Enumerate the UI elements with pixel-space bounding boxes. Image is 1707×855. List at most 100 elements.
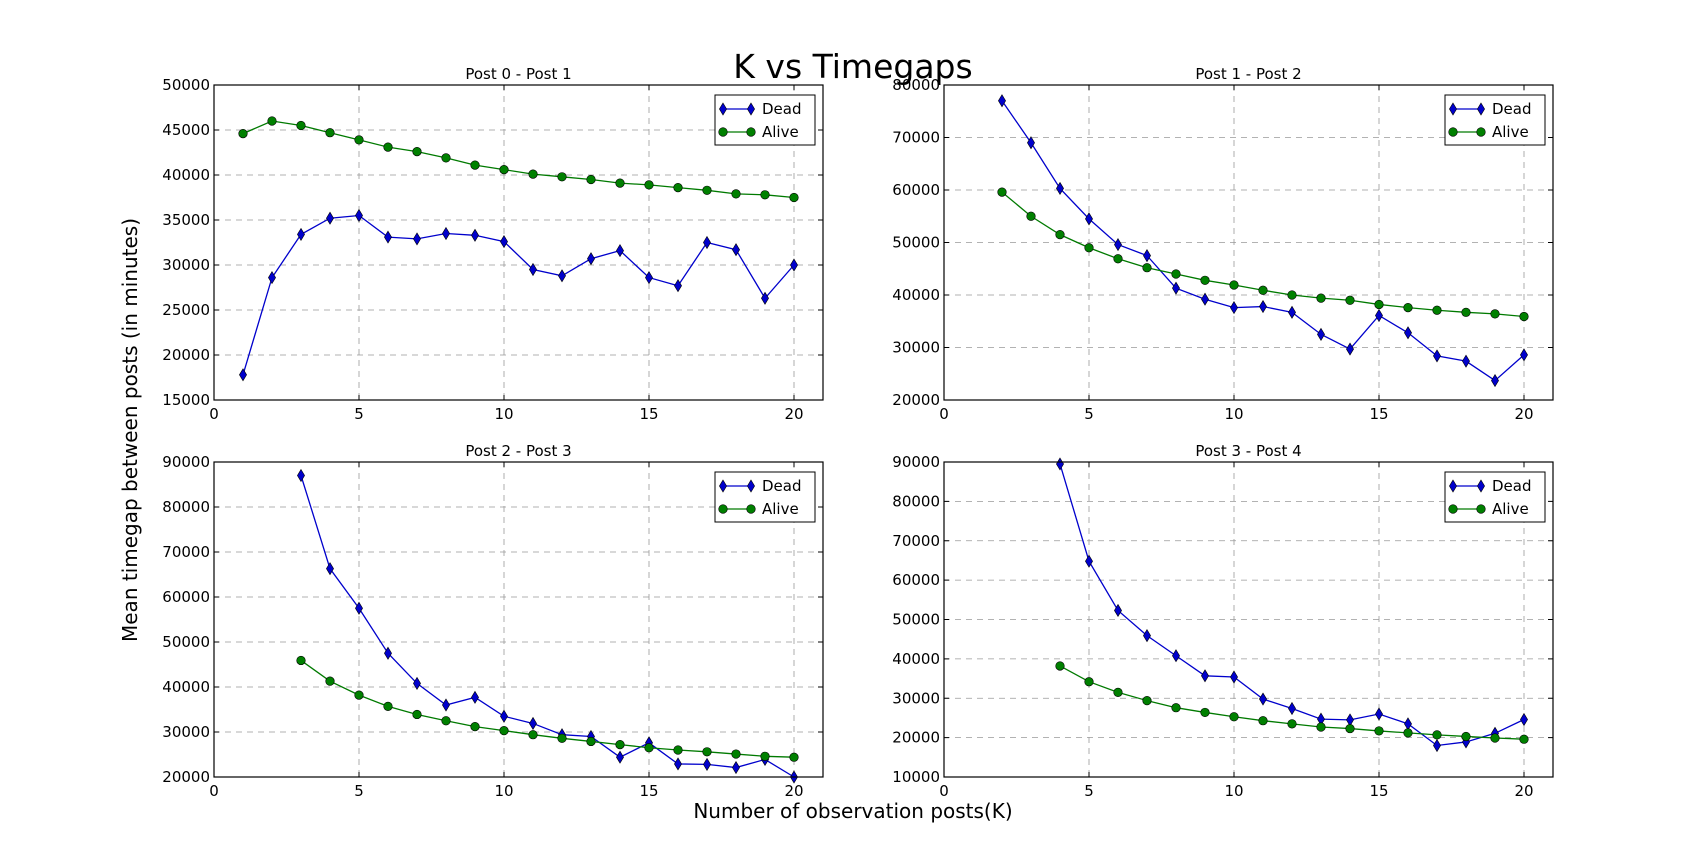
data-point-alive — [354, 690, 364, 700]
legend-marker — [1477, 102, 1485, 116]
data-point-alive — [1461, 307, 1471, 317]
y-tick-label: 15000 — [162, 391, 210, 409]
legend-marker — [1448, 504, 1458, 514]
data-point-dead — [1143, 629, 1151, 643]
data-point-dead — [732, 243, 740, 257]
data-point-alive — [1490, 733, 1500, 743]
x-tick-label: 10 — [1224, 405, 1243, 423]
legend-box — [714, 94, 816, 146]
legend-marker — [1476, 504, 1486, 514]
data-point-alive — [760, 751, 770, 761]
data-point-dead — [413, 676, 421, 690]
data-point-dead — [1491, 373, 1499, 388]
data-point-alive — [296, 655, 306, 666]
data-point-dead — [1230, 670, 1238, 684]
data-point-dead — [1375, 707, 1383, 721]
data-point-dead — [268, 271, 276, 285]
x-tick-label: 20 — [784, 405, 803, 423]
y-tick-label: 30000 — [892, 339, 940, 357]
axis-ticks: 0 5 10 15 20 20000 30000 40000 50000 60000 70000 80… — [162, 453, 823, 800]
data-point-alive — [1200, 275, 1210, 285]
data-point-dead — [790, 258, 798, 272]
data-point-alive — [1403, 303, 1413, 313]
legend-box — [1444, 471, 1546, 523]
y-tick-label: 80000 — [162, 498, 210, 516]
y-tick-label: 40000 — [162, 166, 210, 184]
data-point-alive — [1055, 661, 1065, 671]
y-tick-label: 30000 — [892, 689, 940, 707]
data-point-dead — [297, 227, 305, 241]
data-point-dead — [761, 291, 769, 305]
subplot-1: 0 5 10 15 20 15000 20000 25000 30000 35000 40000 45… — [162, 65, 824, 423]
data-point-dead — [1433, 738, 1441, 753]
x-tick-label: 5 — [354, 782, 364, 800]
data-point-alive — [557, 733, 567, 743]
data-point-dead — [1462, 354, 1470, 368]
data-point-alive — [1171, 269, 1181, 279]
legend-marker — [1476, 127, 1486, 137]
x-tick-label: 15 — [639, 782, 658, 800]
y-tick-label: 30000 — [162, 723, 210, 741]
legend-marker — [719, 102, 727, 116]
x-tick-label: 10 — [494, 782, 513, 800]
data-point-alive — [1171, 703, 1181, 713]
x-tick-label: 15 — [1369, 405, 1388, 423]
subplot-title: Post 2 - Post 3 — [465, 442, 571, 460]
data-point-alive — [1113, 687, 1123, 697]
legend: Dead Alive — [1444, 471, 1546, 523]
axis-ticks: 0 5 10 15 20 10000 20000 30000 40000 50000 60000 70… — [892, 453, 1553, 800]
legend: Dead Alive — [1444, 94, 1546, 146]
y-tick-label: 45000 — [162, 121, 210, 139]
data-point-alive — [1258, 716, 1268, 726]
data-point-dead — [413, 232, 421, 246]
legend-marker — [719, 479, 727, 493]
plot-frame — [943, 461, 1554, 778]
data-point-dead — [587, 252, 595, 266]
data-point-alive — [1142, 263, 1152, 273]
y-tick-label: 35000 — [162, 211, 210, 229]
y-tick-label: 10000 — [892, 768, 940, 786]
data-point-alive — [731, 749, 741, 759]
data-point-dead — [1346, 342, 1354, 356]
x-tick-label: 5 — [1084, 782, 1094, 800]
data-point-dead — [529, 716, 537, 731]
y-tick-label: 80000 — [892, 492, 940, 510]
data-point-dead — [442, 226, 450, 241]
data-point-alive — [1316, 293, 1326, 303]
data-point-dead — [1520, 348, 1528, 362]
data-point-dead — [326, 211, 334, 225]
data-point-alive — [615, 178, 625, 188]
y-tick-label: 50000 — [162, 76, 210, 94]
y-tick-label: 90000 — [892, 453, 940, 471]
subplot-3: 0 5 10 15 20 20000 30000 40000 50000 60000 70000 80… — [162, 442, 824, 800]
data-point-alive — [1345, 723, 1355, 734]
y-tick-label: 90000 — [162, 453, 210, 471]
y-tick-label: 70000 — [162, 543, 210, 561]
data-point-dead — [384, 646, 392, 660]
data-point-dead — [998, 94, 1006, 108]
data-point-alive — [1519, 734, 1529, 744]
data-point-dead — [1404, 326, 1412, 340]
data-point-alive — [760, 190, 770, 200]
legend-label: Alive — [1492, 500, 1529, 518]
data-point-dead — [1288, 701, 1296, 716]
plot-frame — [213, 461, 824, 778]
data-point-alive — [1026, 211, 1036, 221]
data-point-dead — [674, 757, 682, 771]
data-point-alive — [586, 736, 596, 747]
subplots: 0 5 10 15 2015000200002500030000350004000045… — [162, 65, 1554, 800]
y-tick-label: 50000 — [892, 611, 940, 629]
data-point-dead — [1317, 327, 1325, 341]
data-point-dead — [297, 468, 305, 483]
data-point-alive — [702, 185, 712, 195]
data-point-dead — [1520, 712, 1528, 727]
data-point-dead — [558, 269, 566, 283]
legend-label: Alive — [762, 500, 799, 518]
series-alive — [997, 187, 1529, 322]
legend-marker — [1449, 102, 1457, 116]
data-point-dead — [326, 562, 334, 576]
data-point-alive — [673, 745, 683, 755]
series-line-dead — [300, 475, 795, 778]
y-tick-label: 25000 — [162, 301, 210, 319]
